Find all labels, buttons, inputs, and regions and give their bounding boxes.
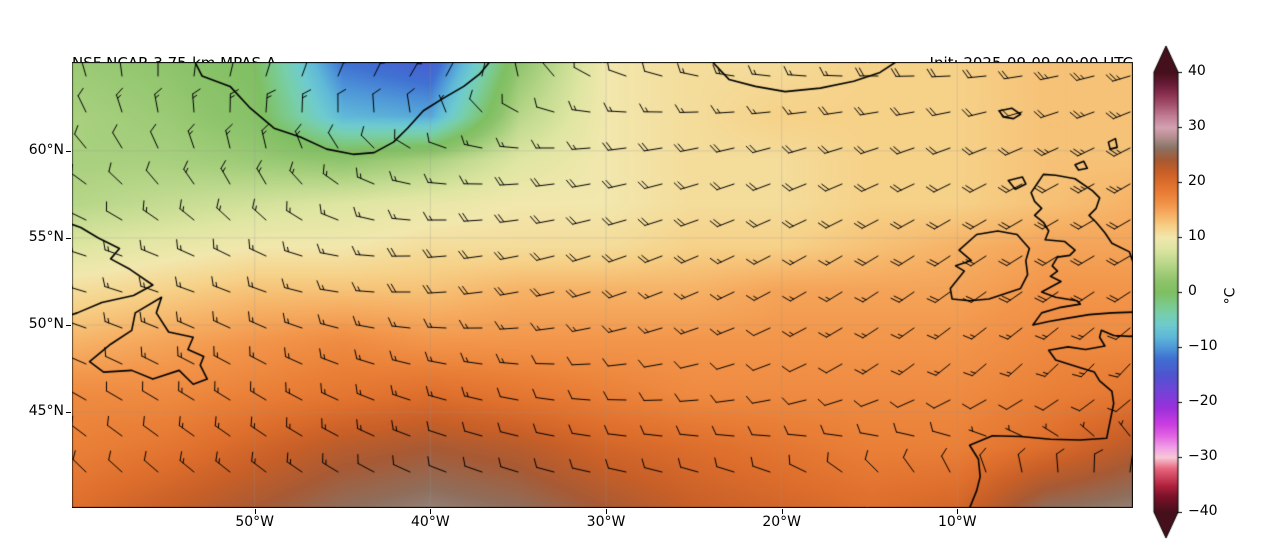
- x-tick-label: 50°W: [235, 514, 275, 530]
- colorbar-canvas: [1152, 44, 1182, 544]
- colorbar-tick-label: −30: [1188, 448, 1218, 464]
- colorbar-tick-label: −10: [1188, 338, 1218, 354]
- colorbar-tick-label: −20: [1188, 393, 1218, 409]
- colorbar-tick-label: 30: [1188, 118, 1206, 134]
- y-axis-tick-mark: [66, 325, 71, 327]
- colorbar-unit-label: °C: [1222, 287, 1239, 305]
- y-tick-label: 50°N: [28, 316, 64, 333]
- y-axis-tick-mark: [66, 150, 71, 152]
- temperature-wind-map-canvas: [72, 62, 1133, 508]
- x-tick-label: 40°W: [411, 514, 450, 530]
- x-axis-tick-mark: [254, 509, 256, 514]
- y-tick-label: 55°N: [28, 228, 64, 245]
- x-axis-tick-mark: [606, 509, 607, 514]
- x-axis-tick-mark: [957, 509, 959, 514]
- x-tick-label: 30°W: [586, 514, 626, 530]
- y-axis-tick-mark: [66, 237, 71, 239]
- x-axis-tick-mark: [781, 509, 783, 514]
- colorbar-tick-label: 40: [1188, 63, 1206, 79]
- colorbar-tick-label: −40: [1188, 503, 1218, 519]
- y-tick-label: 45°N: [28, 403, 64, 420]
- colorbar-tick-label: 0: [1188, 283, 1197, 299]
- x-axis-tick-mark: [430, 509, 432, 514]
- y-tick-label: 60°N: [28, 141, 64, 158]
- colorbar-tick-label: 10: [1188, 228, 1206, 244]
- x-tick-label: 20°W: [762, 514, 801, 530]
- x-tick-label: 10°W: [937, 514, 977, 530]
- y-axis-tick-mark: [66, 412, 71, 414]
- colorbar-tick-label: 20: [1188, 173, 1206, 189]
